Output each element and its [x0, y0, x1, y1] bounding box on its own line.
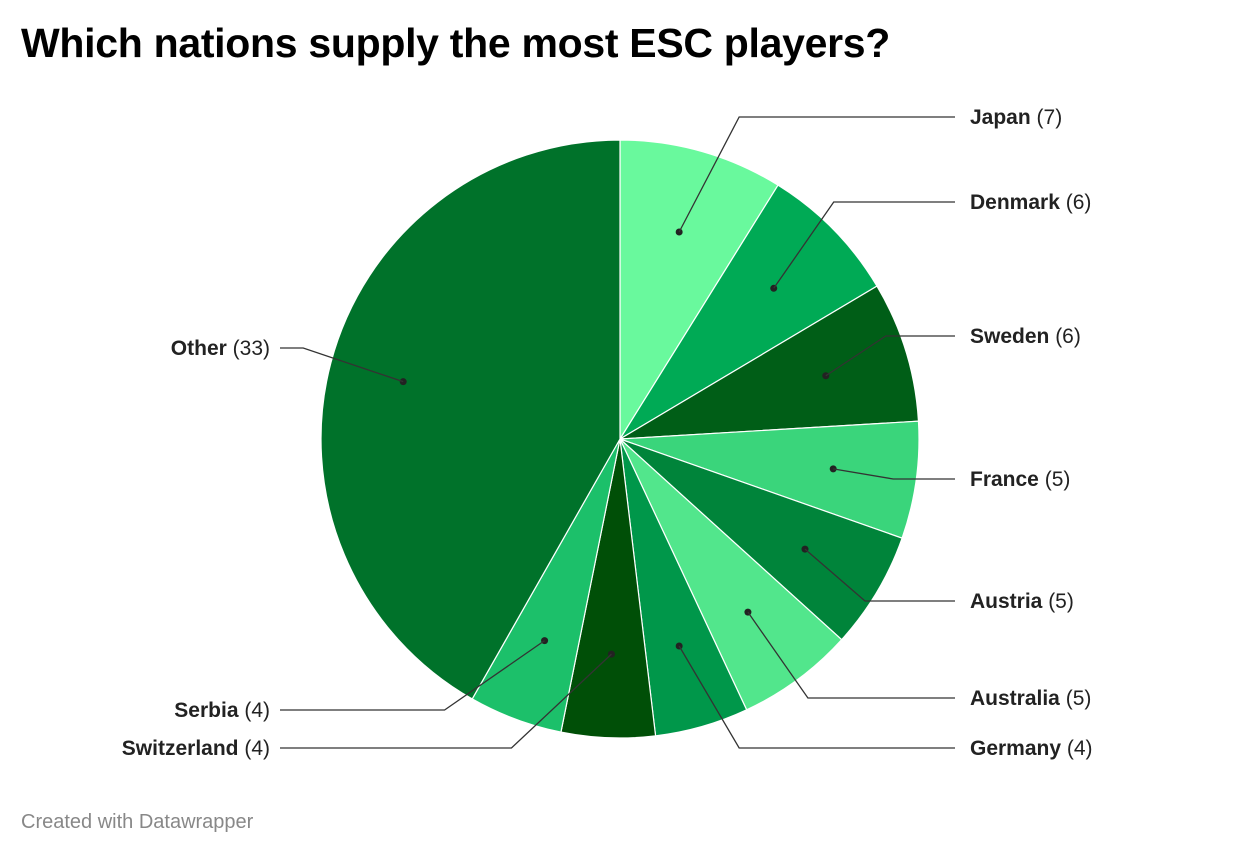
leader-lines: [280, 116, 955, 749]
credit-text: Created with Datawrapper: [21, 811, 254, 833]
leader-line-japan: [678, 116, 955, 233]
slice-label-name: France: [970, 468, 1039, 491]
leader-line-denmark: [773, 201, 955, 289]
slice-label-japan: Japan (7): [970, 106, 1062, 129]
chart-title: Which nations supply the most ESC player…: [21, 20, 891, 66]
slice-label-austria: Austria (5): [970, 590, 1074, 613]
leader-line-austria: [804, 548, 955, 602]
slice-label-name: Germany: [970, 737, 1061, 760]
slice-label-denmark: Denmark (6): [970, 191, 1091, 214]
slice-label-other: Other (33): [171, 337, 270, 360]
slice-label-value: (6): [1049, 325, 1081, 348]
slice-label-name: Sweden: [970, 325, 1049, 348]
leader-line-sweden: [825, 335, 955, 377]
slice-label-value: (33): [227, 337, 270, 360]
slice-label-name: Australia: [970, 687, 1060, 710]
slice-label-value: (4): [239, 737, 271, 760]
slice-label-value: (4): [239, 699, 271, 722]
leader-line-other: [280, 347, 404, 383]
leader-line-germany: [678, 645, 955, 749]
slice-label-france: France (5): [970, 468, 1070, 491]
slice-labels: Japan (7)Denmark (6)Sweden (6)France (5)…: [122, 106, 1093, 760]
slice-label-germany: Germany (4): [970, 737, 1093, 760]
slice-label-switzerland: Switzerland (4): [122, 737, 270, 760]
slice-label-name: Austria: [970, 590, 1043, 613]
slice-label-australia: Australia (5): [970, 687, 1091, 710]
pie-slice-denmark: [619, 184, 878, 440]
slice-label-value: (6): [1060, 191, 1092, 214]
pie-slices: [320, 139, 920, 739]
pie-chart: Japan (7)Denmark (6)Sweden (6)France (5)…: [122, 106, 1093, 760]
slice-label-value: (5): [1039, 468, 1071, 491]
slice-label-name: Japan: [970, 106, 1031, 129]
pie-slice-australia: [619, 438, 843, 711]
leader-line-serbia: [280, 640, 545, 711]
slice-label-serbia: Serbia (4): [174, 699, 270, 722]
pie-slice-austria: [619, 438, 903, 641]
pie-slice-france: [619, 420, 920, 539]
slice-label-value: (7): [1031, 106, 1063, 129]
slice-label-name: Other: [171, 337, 227, 360]
leader-line-switzerland: [280, 653, 612, 749]
slice-label-name: Denmark: [970, 191, 1060, 214]
slice-label-value: (4): [1061, 737, 1093, 760]
slice-label-value: (5): [1042, 590, 1074, 613]
pie-slice-sweden: [619, 285, 920, 440]
pie-slice-japan: [619, 139, 779, 442]
leader-line-france: [833, 468, 955, 480]
slice-label-sweden: Sweden (6): [970, 325, 1081, 348]
pie-slice-other: [320, 139, 621, 700]
slice-label-value: (5): [1060, 687, 1092, 710]
slice-label-name: Serbia: [174, 699, 239, 722]
leader-line-australia: [747, 611, 955, 699]
slice-label-name: Switzerland: [122, 737, 239, 760]
